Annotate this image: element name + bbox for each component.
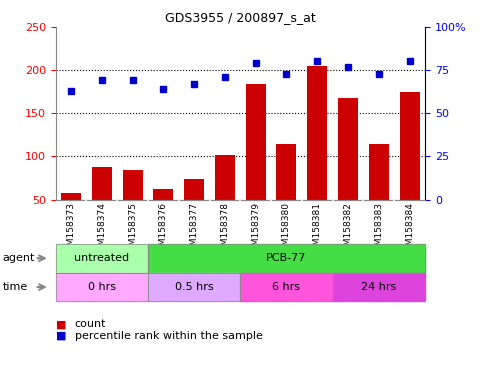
- Text: count: count: [75, 319, 106, 329]
- Text: GSM158377: GSM158377: [190, 202, 199, 257]
- Bar: [92, 167, 112, 243]
- Text: ■: ■: [56, 319, 66, 329]
- Text: ■: ■: [56, 331, 66, 341]
- Text: GSM158375: GSM158375: [128, 202, 137, 257]
- Text: time: time: [2, 282, 28, 292]
- Bar: [123, 170, 142, 243]
- Text: GSM158384: GSM158384: [405, 202, 414, 257]
- Text: GSM158378: GSM158378: [220, 202, 229, 257]
- Bar: [276, 144, 297, 243]
- Text: 0 hrs: 0 hrs: [88, 282, 116, 292]
- Text: GSM158376: GSM158376: [159, 202, 168, 257]
- Text: GSM158380: GSM158380: [282, 202, 291, 257]
- Text: agent: agent: [2, 253, 35, 263]
- Title: GDS3955 / 200897_s_at: GDS3955 / 200897_s_at: [165, 11, 316, 24]
- Bar: [184, 179, 204, 243]
- Text: 6 hrs: 6 hrs: [272, 282, 300, 292]
- Text: 24 hrs: 24 hrs: [361, 282, 397, 292]
- Bar: [399, 92, 420, 243]
- Text: GSM158383: GSM158383: [374, 202, 384, 257]
- Bar: [307, 66, 327, 243]
- Bar: [215, 155, 235, 243]
- Bar: [338, 98, 358, 243]
- Text: GSM158382: GSM158382: [343, 202, 353, 257]
- Bar: [246, 84, 266, 243]
- Text: GSM158373: GSM158373: [67, 202, 75, 257]
- Bar: [369, 144, 389, 243]
- Bar: [153, 189, 173, 243]
- Bar: [61, 193, 81, 243]
- Text: PCB-77: PCB-77: [266, 253, 307, 263]
- Text: 0.5 hrs: 0.5 hrs: [175, 282, 213, 292]
- Text: GSM158374: GSM158374: [97, 202, 106, 257]
- Text: untreated: untreated: [74, 253, 129, 263]
- Text: GSM158381: GSM158381: [313, 202, 322, 257]
- Text: percentile rank within the sample: percentile rank within the sample: [75, 331, 263, 341]
- Text: GSM158379: GSM158379: [251, 202, 260, 257]
